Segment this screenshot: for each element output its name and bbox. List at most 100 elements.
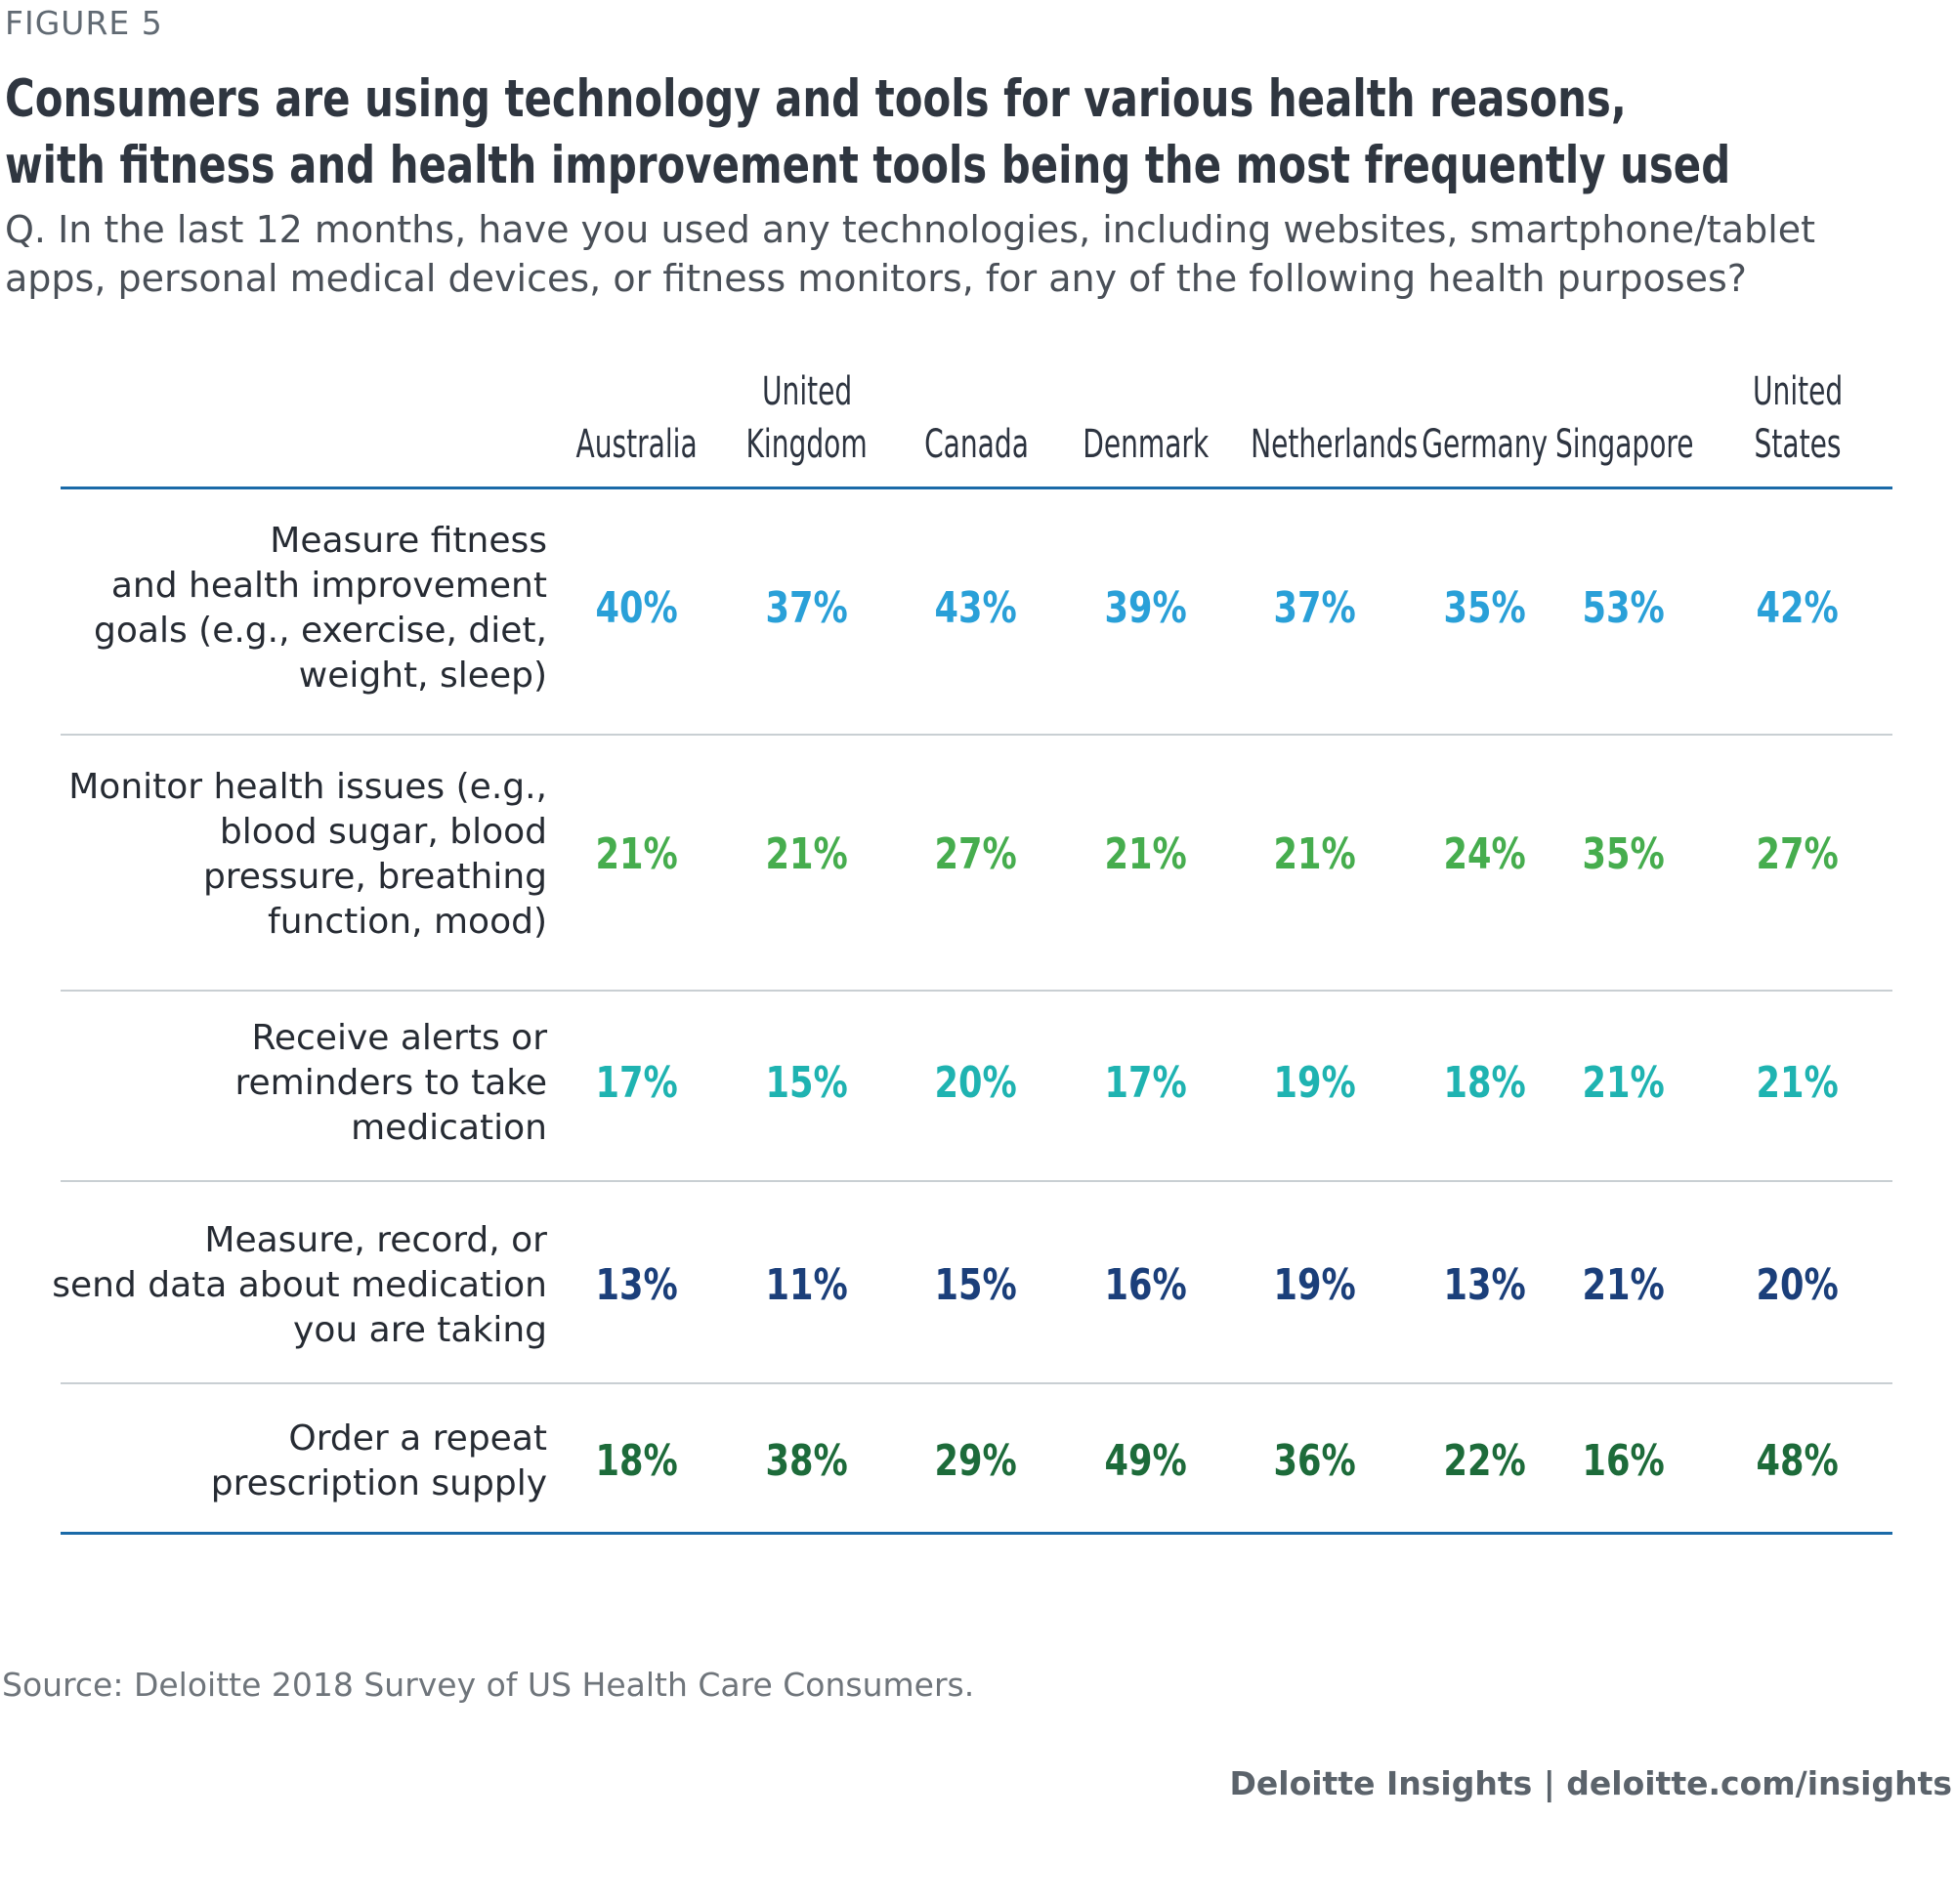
value-text: 20% (1756, 1260, 1840, 1310)
column-header: Netherlands (1227, 365, 1418, 471)
row-label-line: goals (e.g., exercise, diet, (94, 611, 547, 651)
value-cell: 21% (1536, 1261, 1712, 1310)
survey-question: Q. In the last 12 months, have you used … (5, 205, 1815, 303)
row-label-line: Measure, record, or (204, 1220, 547, 1260)
row-label-line: Measure fitness (270, 521, 547, 561)
value-cell: 38% (719, 1437, 895, 1486)
value-cell: 13% (1397, 1261, 1573, 1310)
column-header: Australia (549, 365, 725, 471)
value-cell: 15% (719, 1059, 895, 1108)
column-header: Singapore (1536, 365, 1712, 471)
column-header-text (1620, 365, 1629, 418)
chart-title-line: Consumers are using technology and tools… (5, 69, 1627, 129)
column-header: United States (1710, 365, 1886, 471)
column-header-text: United (1752, 369, 1844, 414)
value-text: 21% (1582, 1058, 1666, 1108)
row-label-line: blood sugar, blood (219, 812, 547, 852)
value-cell: 29% (888, 1437, 1064, 1486)
column-header-line (888, 365, 1064, 418)
value-cell: 37% (719, 584, 895, 633)
value-text: 35% (1582, 829, 1666, 879)
column-header: Germany (1397, 365, 1573, 471)
value-cell: 49% (1058, 1437, 1234, 1486)
value-text: 18% (595, 1436, 679, 1486)
row-label: Order a repeat prescription supply (39, 1417, 547, 1506)
row-label: Monitor health issues (e.g., blood sugar,… (39, 765, 547, 945)
value-cell: 15% (888, 1261, 1064, 1310)
column-header-line: Denmark (1058, 418, 1234, 471)
value-text: 53% (1582, 583, 1666, 633)
value-text: 21% (595, 829, 679, 879)
value-cell: 35% (1536, 830, 1712, 879)
value-cell: 21% (1058, 830, 1234, 879)
column-header: Canada (888, 365, 1064, 471)
value-cell: 22% (1397, 1437, 1573, 1486)
value-cell: 20% (888, 1059, 1064, 1108)
value-text: 17% (1104, 1058, 1188, 1108)
value-text: 42% (1756, 583, 1840, 633)
value-cell: 21% (1710, 1059, 1886, 1108)
column-header-text (1311, 365, 1320, 418)
column-header-line (549, 365, 725, 418)
row-label-line: Receive alerts or (251, 1018, 547, 1058)
value-cell: 21% (549, 830, 725, 879)
value-cell: 19% (1227, 1261, 1403, 1310)
value-text: 18% (1443, 1058, 1527, 1108)
row-label: Receive alerts or reminders to take medica… (39, 1016, 547, 1151)
row-label-line: you are taking (293, 1310, 547, 1350)
value-cell: 37% (1227, 584, 1403, 633)
row-label-line: send data about medication (52, 1265, 547, 1305)
row-divider (61, 1382, 1892, 1384)
figure-label: FIGURE 5 (5, 4, 163, 42)
value-text: 21% (1104, 829, 1188, 879)
row-label-line: pressure, breathing (202, 857, 547, 897)
column-header-line: United (1710, 365, 1886, 418)
chart-title-line: with fitness and health improvement tool… (5, 136, 1731, 195)
value-text: 39% (1104, 583, 1188, 633)
column-header-text: Singapore (1554, 422, 1694, 467)
column-header-line (1536, 365, 1712, 418)
row-label-line: Monitor health issues (e.g., (68, 767, 547, 807)
value-text: 19% (1273, 1260, 1357, 1310)
value-text: 22% (1443, 1436, 1527, 1486)
value-cell: 13% (549, 1261, 725, 1310)
column-header-text: Denmark (1083, 422, 1210, 467)
value-cell: 17% (549, 1059, 725, 1108)
value-text: 20% (934, 1058, 1018, 1108)
source-note: Source: Deloitte 2018 Survey of US Healt… (2, 1666, 975, 1704)
value-text: 13% (1443, 1260, 1527, 1310)
publisher-credit: Deloitte Insights | deloitte.com/insight… (1229, 1764, 1952, 1802)
value-text: 21% (1273, 829, 1357, 879)
column-header-text: Netherlands (1251, 422, 1419, 467)
survey-question-line: Q. In the last 12 months, have you used … (5, 208, 1816, 251)
column-header-text (972, 365, 981, 418)
value-cell: 11% (719, 1261, 895, 1310)
value-cell: 18% (549, 1437, 725, 1486)
value-text: 11% (765, 1260, 849, 1310)
column-header: United Kingdom (719, 365, 895, 471)
row-label-line: function, mood) (268, 902, 547, 942)
table-bottom-rule (61, 1532, 1892, 1535)
value-text: 27% (934, 829, 1018, 879)
row-label-line: prescription supply (210, 1463, 547, 1503)
column-header-text: States (1754, 422, 1842, 467)
value-text: 21% (765, 829, 849, 879)
value-cell: 27% (1710, 830, 1886, 879)
value-cell: 53% (1536, 584, 1712, 633)
value-text: 21% (1582, 1260, 1666, 1310)
value-cell: 16% (1058, 1261, 1234, 1310)
value-cell: 27% (888, 830, 1064, 879)
value-text: 17% (595, 1058, 679, 1108)
value-cell: 19% (1227, 1059, 1403, 1108)
table-top-rule (61, 487, 1892, 489)
value-cell: 21% (1536, 1059, 1712, 1108)
value-text: 37% (1273, 583, 1357, 633)
chart-title: Consumers are using technology and tools… (5, 66, 1731, 199)
column-header-line: Australia (549, 418, 725, 471)
value-cell: 20% (1710, 1261, 1886, 1310)
value-cell: 48% (1710, 1437, 1886, 1486)
value-text: 35% (1443, 583, 1527, 633)
value-text: 21% (1756, 1058, 1840, 1108)
row-label: Measure fitness and health improvement goa… (39, 519, 547, 698)
column-header-text: Australia (575, 422, 699, 467)
